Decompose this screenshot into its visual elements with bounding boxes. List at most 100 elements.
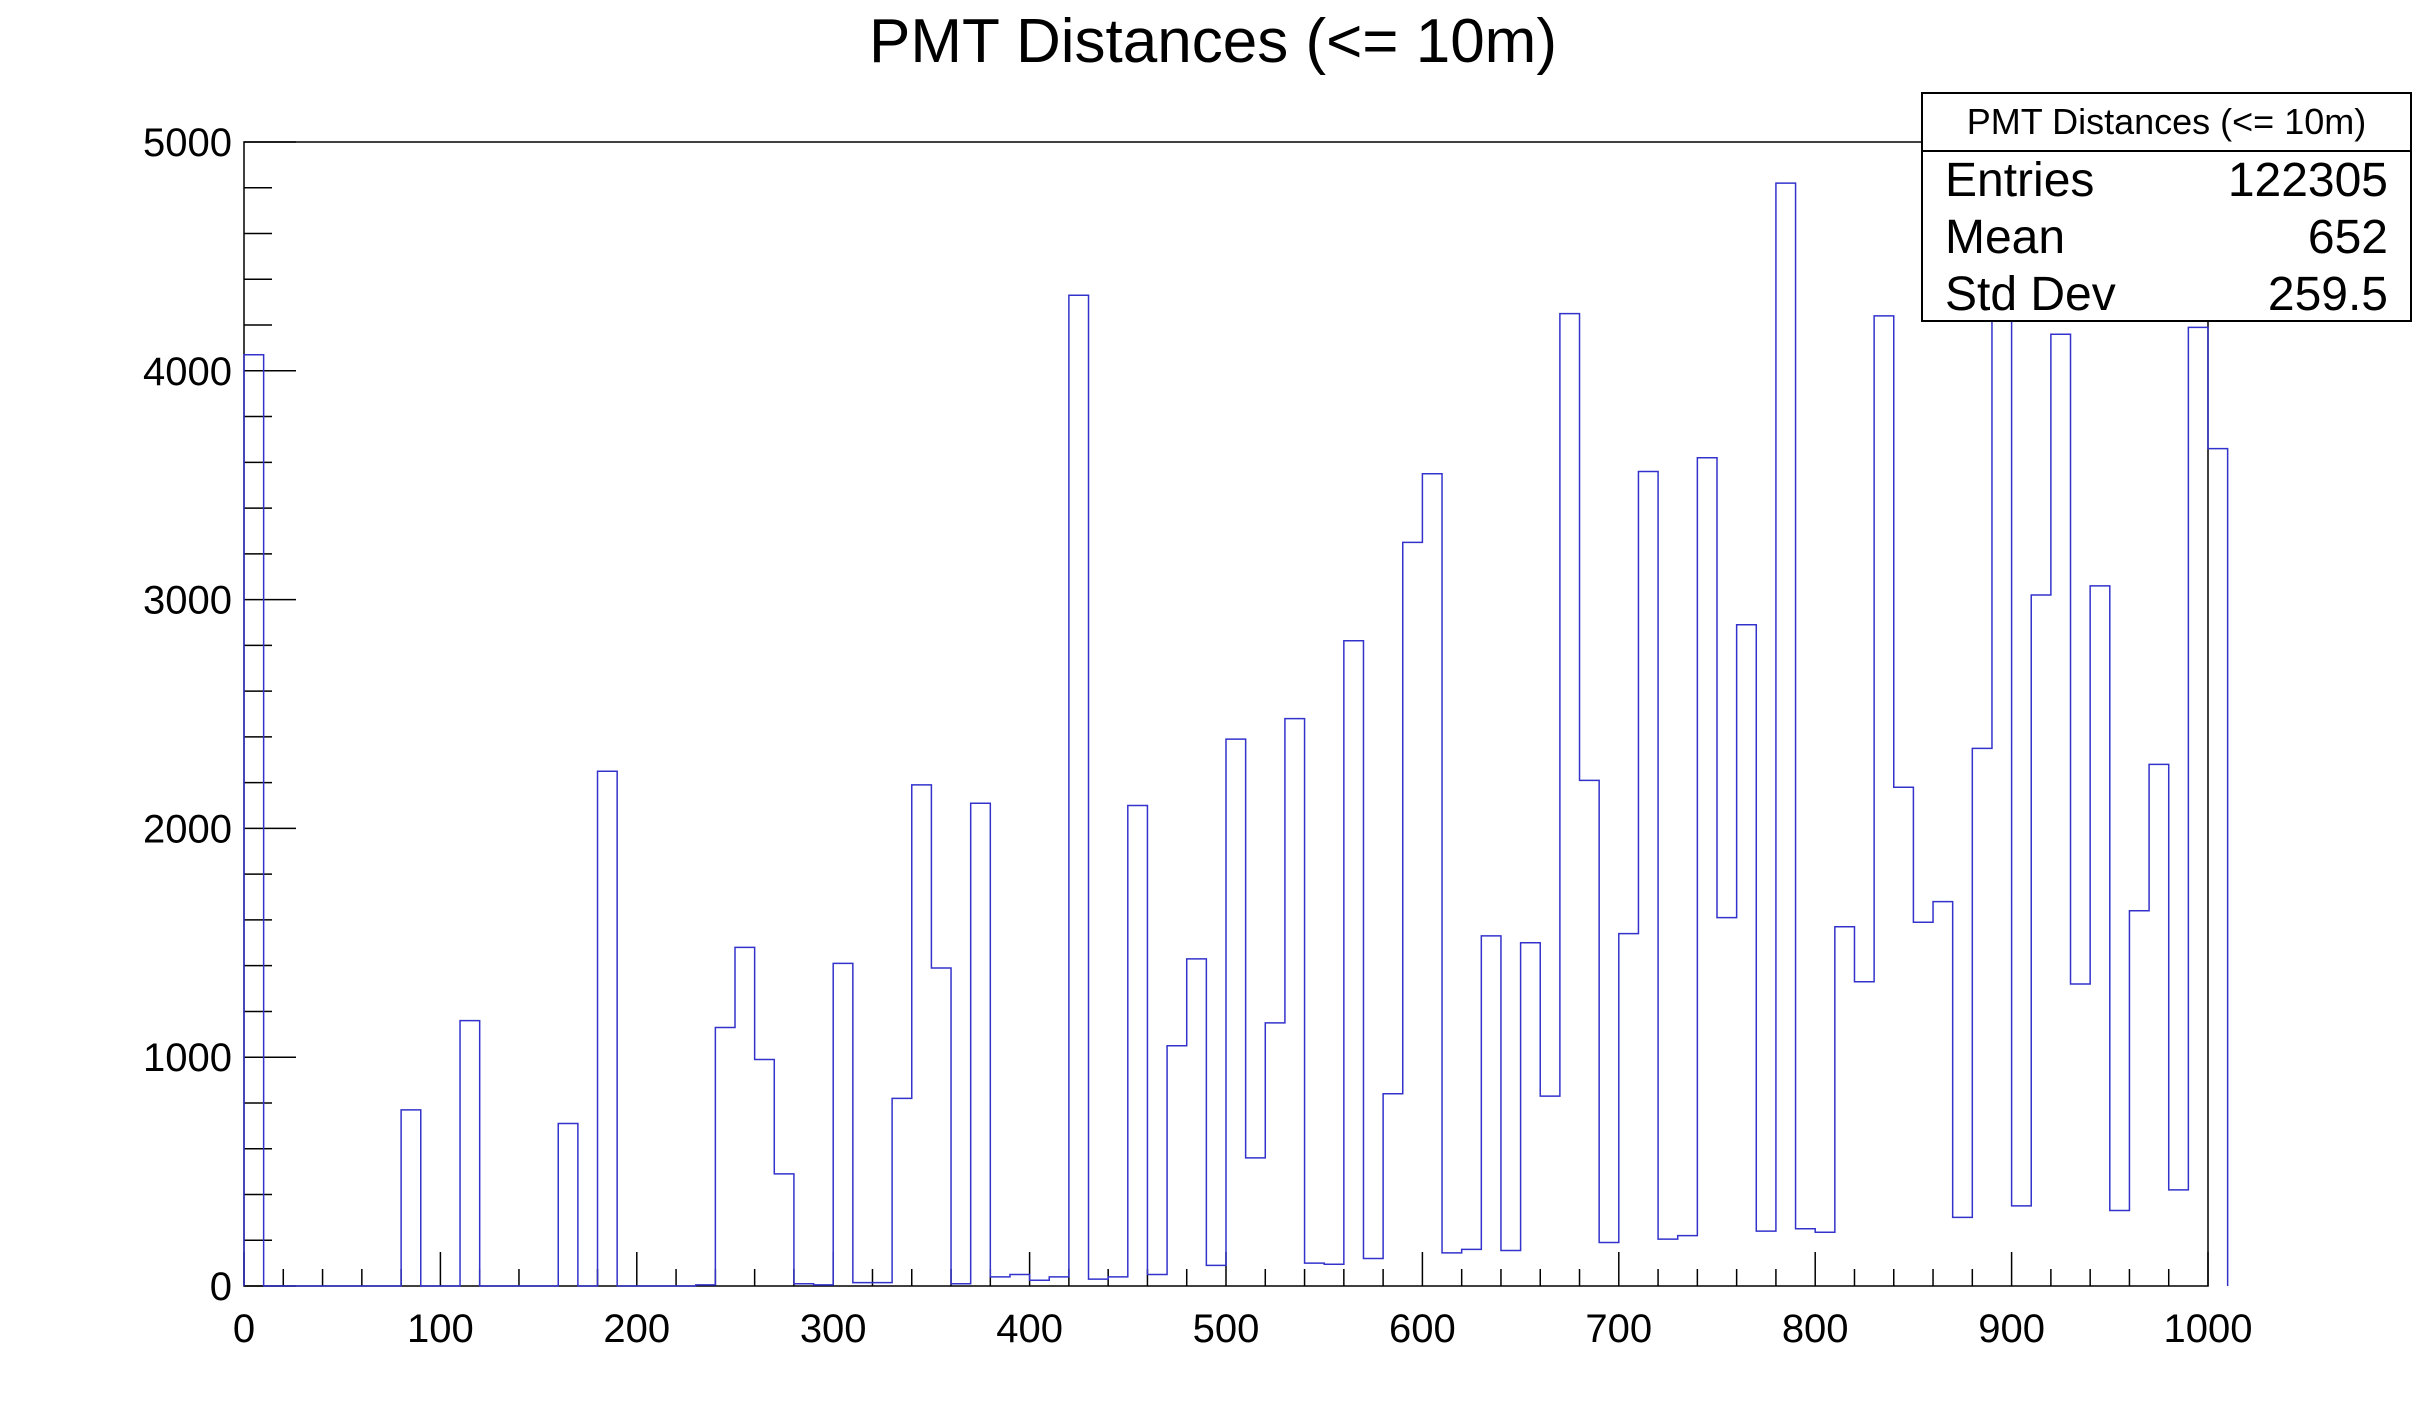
histogram-bin [1010, 1275, 1030, 1286]
histogram-bin [1972, 748, 1992, 1286]
histogram-bin [1599, 1243, 1619, 1286]
x-tick-label: 1000 [2164, 1307, 2253, 1351]
histogram-bin [460, 1021, 480, 1286]
y-tick-label: 4000 [143, 350, 232, 394]
histogram-bin [1069, 295, 1089, 1286]
histogram-bin [1265, 1023, 1285, 1286]
statistics-box: PMT Distances (<= 10m) Entries 122305 Me… [1921, 92, 2412, 322]
y-tick-label: 0 [210, 1265, 232, 1309]
stats-value-std-dev: 259.5 [2267, 268, 2388, 321]
histogram-bin [1894, 787, 1914, 1286]
histogram-bin [2012, 1206, 2032, 1286]
histogram-bin [1147, 1275, 1167, 1286]
histogram-bin [1992, 302, 2012, 1286]
x-tick-label: 800 [1782, 1307, 1849, 1351]
stats-value-mean: 652 [2307, 211, 2388, 264]
x-tick-label: 700 [1585, 1307, 1652, 1351]
y-tick-label: 5000 [143, 121, 232, 165]
histogram-bin [1953, 1217, 1973, 1286]
histogram-bin [1089, 1279, 1109, 1286]
histogram-bin [1305, 1263, 1325, 1286]
histogram-bin [1128, 806, 1148, 1286]
histogram-bin [971, 803, 991, 1286]
histogram-series-line [243, 182, 2229, 1287]
histogram-bin [1246, 1158, 1266, 1286]
histogram-bin [1815, 1232, 1835, 1286]
histogram-bin [401, 1110, 421, 1286]
histogram-bin [1462, 1249, 1482, 1286]
histogram-bin [990, 1277, 1010, 1286]
x-tick-label: 0 [233, 1307, 255, 1351]
histogram-bin [1697, 458, 1717, 1286]
histogram-bin [1285, 719, 1305, 1286]
histogram-bin [1383, 1094, 1403, 1286]
histogram-bin [1422, 474, 1442, 1286]
histogram-bin [2208, 449, 2228, 1286]
x-axis: 0 100 200 300 400 500 600 700 800 900 1000 [233, 1252, 2253, 1351]
y-tick-label: 1000 [143, 1036, 232, 1080]
histogram-bin [755, 1059, 775, 1286]
histogram-bin [1403, 542, 1423, 1286]
y-axis: 0 1000 2000 3000 4000 5000 [143, 121, 296, 1309]
x-tick-label: 200 [603, 1307, 670, 1351]
stats-label-entries: Entries [1945, 154, 2095, 207]
histogram-bin [1854, 982, 1874, 1286]
histogram-bin [1678, 1236, 1698, 1286]
histogram-bin [1049, 1277, 1069, 1286]
histogram-bin [2169, 1190, 2189, 1286]
stats-label-mean: Mean [1945, 211, 2066, 264]
histogram-bin [1206, 1265, 1226, 1286]
histogram-bin [1442, 1253, 1462, 1286]
x-tick-label: 400 [996, 1307, 1063, 1351]
histogram-bin [1776, 183, 1796, 1286]
histogram-bin [1717, 918, 1737, 1286]
stats-value-entries: 122305 [2227, 154, 2388, 207]
x-tick-label: 900 [1978, 1307, 2045, 1351]
histogram-bin [1874, 316, 1894, 1286]
y-tick-label: 3000 [143, 579, 232, 623]
histogram-bin [1187, 959, 1207, 1286]
histogram-bin [1226, 739, 1246, 1286]
stats-box-title: PMT Distances (<= 10m) [1923, 94, 2410, 152]
histogram-bin [2090, 586, 2110, 1286]
histogram-bin [1030, 1280, 1050, 1286]
histogram-bin [2071, 984, 2091, 1286]
histogram-bin [735, 947, 755, 1286]
histogram-bin [2129, 911, 2149, 1286]
histogram-bin [912, 785, 932, 1286]
histogram-bin [892, 1098, 912, 1286]
histogram-bin [1560, 314, 1580, 1286]
histogram-bin [1913, 922, 1933, 1286]
histogram-bin [1835, 927, 1855, 1286]
stats-label-std-dev: Std Dev [1945, 268, 2116, 321]
histogram-bin [1363, 1259, 1383, 1286]
histogram-bin [1638, 471, 1658, 1286]
histogram-bin [1540, 1096, 1560, 1286]
histogram-bin [1481, 936, 1501, 1286]
x-tick-label: 100 [407, 1307, 474, 1351]
histogram-bin [774, 1174, 794, 1286]
histogram-bin [1167, 1046, 1187, 1286]
y-tick-label: 2000 [143, 807, 232, 851]
histogram-bin [1324, 1264, 1344, 1286]
histogram-bin [1796, 1229, 1816, 1286]
x-tick-label: 500 [1193, 1307, 1260, 1351]
stats-row-mean: Mean 652 [1923, 209, 2410, 266]
histogram-bin [715, 1027, 735, 1286]
histogram-bin [1344, 641, 1364, 1286]
histogram-bin [1933, 902, 1953, 1286]
histogram-bin [1619, 934, 1639, 1286]
histogram-bin [833, 963, 853, 1286]
histogram-bin [2051, 334, 2071, 1286]
histogram-bin [1521, 943, 1541, 1286]
histogram-bin [598, 771, 618, 1286]
histogram-bin [2149, 764, 2169, 1286]
histogram-bin [931, 968, 951, 1286]
stats-row-std-dev: Std Dev 259.5 [1923, 266, 2410, 323]
histogram-bins [244, 183, 2228, 1286]
stats-row-entries: Entries 122305 [1923, 152, 2410, 209]
histogram-bin [1108, 1277, 1128, 1286]
histogram-bin [2188, 327, 2208, 1286]
x-tick-label: 300 [800, 1307, 867, 1351]
histogram-bin [1501, 1251, 1521, 1286]
